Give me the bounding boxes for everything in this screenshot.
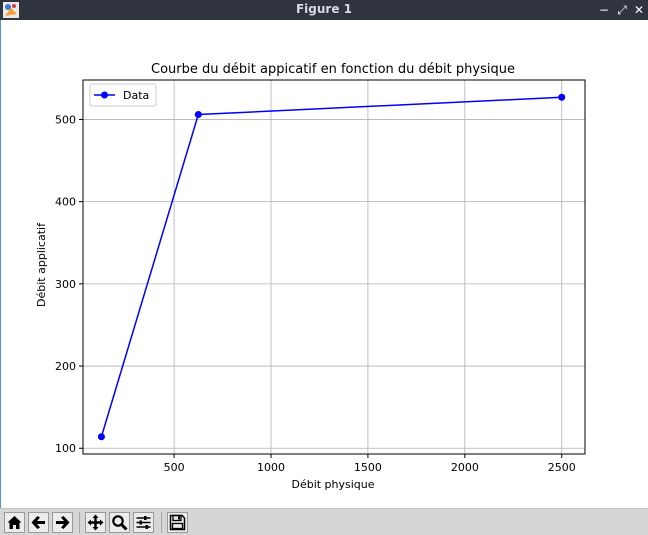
window-border <box>0 20 1 508</box>
grid <box>83 80 585 454</box>
legend-label: Data <box>123 89 149 102</box>
data-point <box>194 111 202 119</box>
back-arrow-icon <box>31 516 45 529</box>
figure-canvas: 500 1000 1500 2000 2500 100 200 300 400 500 Courb… <box>1 20 648 508</box>
toolbar-separator <box>161 512 162 533</box>
window-titlebar: Figure 1 − ⤢ ✕ <box>0 0 648 20</box>
zoom-button[interactable] <box>109 512 130 533</box>
home-button[interactable] <box>4 512 25 533</box>
minimize-button[interactable]: − <box>598 3 610 17</box>
line-chart: 500 1000 1500 2000 2500 100 200 300 400 500 Courb… <box>35 62 586 491</box>
data-point <box>558 93 566 101</box>
axes-frame <box>82 79 586 455</box>
y-tick-label: 200 <box>55 360 76 373</box>
configure-subplots-button[interactable] <box>133 512 154 533</box>
restore-button[interactable]: ⤢ <box>617 3 627 17</box>
legend-box <box>89 83 157 107</box>
forward-button[interactable] <box>52 512 73 533</box>
x-tick-label: 500 <box>164 461 185 474</box>
configure-subplots-icon <box>136 516 151 529</box>
y-tick-label: 500 <box>55 113 76 126</box>
x-tick-label: 1000 <box>257 461 285 474</box>
navigation-toolbar <box>0 508 648 535</box>
pan-button[interactable] <box>85 512 106 533</box>
legend: Data <box>89 83 157 107</box>
y-tick-label: 300 <box>55 278 76 291</box>
chart-title: Courbe du débit appicatif en fonction du… <box>151 62 515 77</box>
y-tick-label: 100 <box>55 442 76 455</box>
ticks: 500 1000 1500 2000 2500 100 200 300 400 500 <box>55 113 576 474</box>
save-button[interactable] <box>167 512 188 533</box>
close-button[interactable]: ✕ <box>633 3 645 17</box>
forward-arrow-icon <box>56 516 70 529</box>
legend-marker <box>101 91 108 99</box>
toolbar-separator <box>79 512 80 533</box>
data-point <box>97 433 105 441</box>
home-icon <box>7 516 22 529</box>
window-title: Figure 1 <box>295 2 353 16</box>
series <box>97 93 566 441</box>
x-tick-label: 2500 <box>548 461 576 474</box>
app-icon <box>3 2 19 18</box>
series-line <box>100 96 562 437</box>
y-axis-label: Débit applicatif <box>35 222 48 307</box>
x-tick-label: 2000 <box>451 461 479 474</box>
save-icon <box>169 514 186 531</box>
x-axis-label: Débit physique <box>291 478 374 491</box>
back-button[interactable] <box>28 512 49 533</box>
y-tick-label: 400 <box>55 196 76 209</box>
zoom-icon <box>112 515 128 531</box>
pan-icon <box>87 514 104 531</box>
x-tick-label: 1500 <box>354 461 382 474</box>
